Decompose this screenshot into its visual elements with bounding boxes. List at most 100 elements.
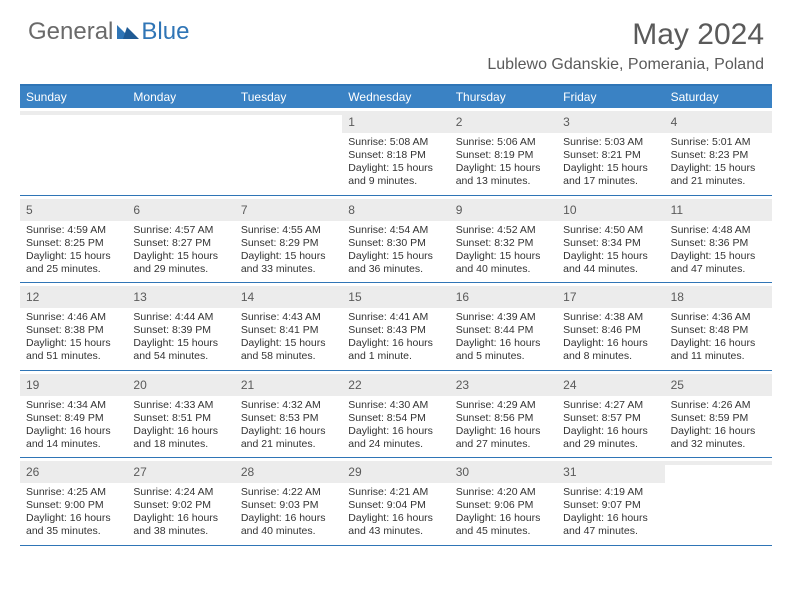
daylight: Daylight: 15 hours and 47 minutes. [671, 250, 766, 276]
sunrise: Sunrise: 4:20 AM [456, 486, 551, 499]
calendar-cell [127, 108, 234, 195]
sun-info: Sunrise: 4:44 AMSunset: 8:39 PMDaylight:… [133, 311, 228, 364]
weekday-label: Friday [557, 86, 664, 108]
weekday-label: Sunday [20, 86, 127, 108]
weekday-header: Sunday Monday Tuesday Wednesday Thursday… [20, 86, 772, 108]
day-number: 22 [348, 378, 361, 392]
sunset: Sunset: 8:36 PM [671, 237, 766, 250]
calendar-cell: 22Sunrise: 4:30 AMSunset: 8:54 PMDayligh… [342, 371, 449, 458]
calendar-cell: 23Sunrise: 4:29 AMSunset: 8:56 PMDayligh… [450, 371, 557, 458]
calendar-week: 19Sunrise: 4:34 AMSunset: 8:49 PMDayligh… [20, 371, 772, 459]
day-number: 15 [348, 290, 361, 304]
sunset: Sunset: 9:03 PM [241, 499, 336, 512]
sunset: Sunset: 8:18 PM [348, 149, 443, 162]
day-number: 17 [563, 290, 576, 304]
sun-info: Sunrise: 4:48 AMSunset: 8:36 PMDaylight:… [671, 224, 766, 277]
calendar: Sunday Monday Tuesday Wednesday Thursday… [20, 84, 772, 546]
day-number-row: 11 [665, 199, 772, 221]
daylight: Daylight: 16 hours and 35 minutes. [26, 512, 121, 538]
day-number: 23 [456, 378, 469, 392]
sun-info: Sunrise: 5:08 AMSunset: 8:18 PMDaylight:… [348, 136, 443, 189]
day-number: 8 [348, 203, 355, 217]
day-number-row [127, 111, 234, 115]
sunset: Sunset: 8:27 PM [133, 237, 228, 250]
sunset: Sunset: 8:46 PM [563, 324, 658, 337]
day-number: 25 [671, 378, 684, 392]
daylight: Daylight: 16 hours and 24 minutes. [348, 425, 443, 451]
calendar-cell: 4Sunrise: 5:01 AMSunset: 8:23 PMDaylight… [665, 108, 772, 195]
day-number: 7 [241, 203, 248, 217]
daylight: Daylight: 16 hours and 29 minutes. [563, 425, 658, 451]
sunrise: Sunrise: 4:57 AM [133, 224, 228, 237]
day-number: 11 [671, 203, 683, 217]
calendar-cell: 18Sunrise: 4:36 AMSunset: 8:48 PMDayligh… [665, 283, 772, 370]
sun-info: Sunrise: 4:32 AMSunset: 8:53 PMDaylight:… [241, 399, 336, 452]
sunset: Sunset: 8:19 PM [456, 149, 551, 162]
sunrise: Sunrise: 5:06 AM [456, 136, 551, 149]
day-number-row: 2 [450, 111, 557, 133]
sunset: Sunset: 8:51 PM [133, 412, 228, 425]
day-number-row: 7 [235, 199, 342, 221]
weekday-label: Saturday [665, 86, 772, 108]
logo-triangle-icon [117, 23, 139, 44]
sunrise: Sunrise: 5:08 AM [348, 136, 443, 149]
calendar-cell: 2Sunrise: 5:06 AMSunset: 8:19 PMDaylight… [450, 108, 557, 195]
day-number-row: 24 [557, 374, 664, 396]
day-number-row: 15 [342, 286, 449, 308]
sunset: Sunset: 9:02 PM [133, 499, 228, 512]
day-number: 19 [26, 378, 39, 392]
sunset: Sunset: 8:25 PM [26, 237, 121, 250]
sun-info: Sunrise: 4:43 AMSunset: 8:41 PMDaylight:… [241, 311, 336, 364]
calendar-cell: 30Sunrise: 4:20 AMSunset: 9:06 PMDayligh… [450, 458, 557, 545]
calendar-cell: 25Sunrise: 4:26 AMSunset: 8:59 PMDayligh… [665, 371, 772, 458]
day-number-row: 18 [665, 286, 772, 308]
calendar-cell: 10Sunrise: 4:50 AMSunset: 8:34 PMDayligh… [557, 196, 664, 283]
day-number: 14 [241, 290, 254, 304]
sun-info: Sunrise: 5:01 AMSunset: 8:23 PMDaylight:… [671, 136, 766, 189]
day-number: 3 [563, 115, 570, 129]
daylight: Daylight: 15 hours and 17 minutes. [563, 162, 658, 188]
day-number: 1 [348, 115, 355, 129]
daylight: Daylight: 16 hours and 11 minutes. [671, 337, 766, 363]
day-number: 20 [133, 378, 146, 392]
sunset: Sunset: 8:53 PM [241, 412, 336, 425]
daylight: Daylight: 15 hours and 29 minutes. [133, 250, 228, 276]
sunrise: Sunrise: 4:21 AM [348, 486, 443, 499]
calendar-cell: 20Sunrise: 4:33 AMSunset: 8:51 PMDayligh… [127, 371, 234, 458]
calendar-week: 26Sunrise: 4:25 AMSunset: 9:00 PMDayligh… [20, 458, 772, 546]
sunrise: Sunrise: 4:59 AM [26, 224, 121, 237]
sunset: Sunset: 8:39 PM [133, 324, 228, 337]
day-number: 5 [26, 203, 33, 217]
sun-info: Sunrise: 4:25 AMSunset: 9:00 PMDaylight:… [26, 486, 121, 539]
day-number-row: 5 [20, 199, 127, 221]
weekday-label: Thursday [450, 86, 557, 108]
sun-info: Sunrise: 4:21 AMSunset: 9:04 PMDaylight:… [348, 486, 443, 539]
day-number: 21 [241, 378, 254, 392]
day-number-row: 20 [127, 374, 234, 396]
sun-info: Sunrise: 4:50 AMSunset: 8:34 PMDaylight:… [563, 224, 658, 277]
daylight: Daylight: 16 hours and 27 minutes. [456, 425, 551, 451]
day-number-row [665, 461, 772, 465]
sunset: Sunset: 9:00 PM [26, 499, 121, 512]
calendar-cell: 21 Sunrise: 4:32 AMSunset: 8:53 PMDayligh… [235, 371, 342, 458]
calendar-cell: 9Sunrise: 4:52 AMSunset: 8:32 PMDaylight… [450, 196, 557, 283]
logo-text-blue: Blue [141, 18, 189, 46]
month-title: May 2024 [487, 18, 764, 52]
sunset: Sunset: 8:57 PM [563, 412, 658, 425]
sunset: Sunset: 8:23 PM [671, 149, 766, 162]
sun-info: Sunrise: 4:54 AMSunset: 8:30 PMDaylight:… [348, 224, 443, 277]
daylight: Daylight: 16 hours and 43 minutes. [348, 512, 443, 538]
sunrise: Sunrise: 4:32 AM [241, 399, 336, 412]
calendar-week: 5 Sunrise: 4:59 AMSunset: 8:25 PM Daylight… [20, 196, 772, 284]
calendar-cell: 14 Sunrise: 4:43 AMSunset: 8:41 PMDayligh… [235, 283, 342, 370]
day-number-row: 22 [342, 374, 449, 396]
sunrise: Sunrise: 4:34 AM [26, 399, 121, 412]
sun-info: Sunrise: 4:24 AMSunset: 9:02 PMDaylight:… [133, 486, 228, 539]
calendar-cell: 19Sunrise: 4:34 AMSunset: 8:49 PMDayligh… [20, 371, 127, 458]
day-number: 9 [456, 203, 463, 217]
daylight: Daylight: 16 hours and 21 minutes. [241, 425, 336, 451]
day-number: 30 [456, 465, 469, 479]
calendar-cell [20, 108, 127, 195]
sunset: Sunset: 8:34 PM [563, 237, 658, 250]
calendar-cell: 6Sunrise: 4:57 AMSunset: 8:27 PMDaylight… [127, 196, 234, 283]
